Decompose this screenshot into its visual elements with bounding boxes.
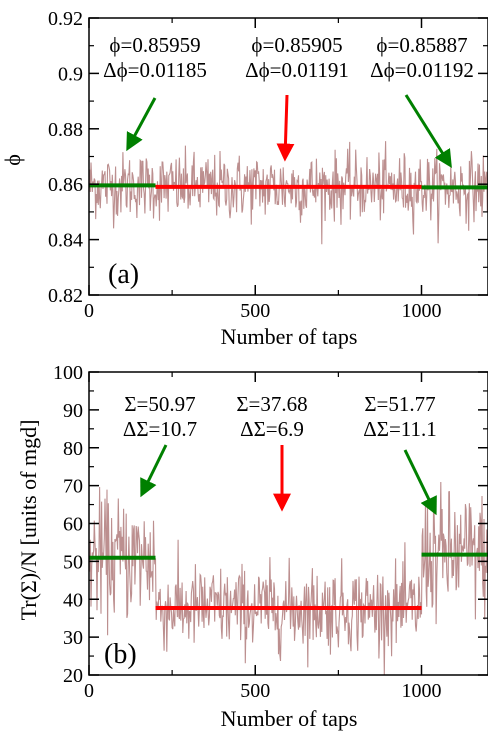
annotation-fluct: Δϕ=0.01185 (103, 58, 207, 82)
annotation-mean: ϕ=0.85905 (251, 33, 342, 57)
y-tick-label: 90 (63, 400, 83, 422)
x-tick-label: 1000 (402, 680, 442, 702)
data-series-line (89, 141, 488, 245)
x-tick-label: 0 (84, 680, 94, 702)
y-axis-label: ϕ (0, 154, 25, 166)
y-tick-label: 30 (63, 627, 83, 649)
y-tick-label: 60 (63, 514, 83, 536)
y-tick-label: 50 (63, 551, 83, 573)
y-tick-label: 70 (63, 476, 83, 498)
annotation-mean: Σ=50.97 (124, 392, 195, 416)
annotation-fluct: ΔΣ=10.7 (123, 417, 197, 441)
annotation-arrow (126, 97, 157, 152)
annotation-arrow (404, 94, 452, 169)
y-tick-label: 0.88 (48, 119, 83, 141)
x-tick-label: 500 (240, 680, 270, 702)
annotation-mean: ϕ=0.85887 (376, 33, 467, 57)
annotation-arrow (403, 449, 437, 516)
annotation-fluct: ΔΣ=11.1 (363, 417, 437, 441)
annotation-arrow (276, 94, 295, 162)
y-axis-label: Tr(Σ)/N [units of mgd] (16, 420, 41, 621)
x-tick-label: 500 (240, 300, 270, 322)
y-tick-label: 0.82 (48, 285, 83, 307)
annotation-fluct: ΔΣ=6.9 (240, 417, 304, 441)
y-tick-label: 20 (63, 665, 83, 687)
annotation-mean: ϕ=0.85959 (109, 33, 200, 57)
data-series-line (89, 481, 488, 675)
annotation-arrow (140, 444, 168, 498)
x-tick-label: 0 (84, 300, 94, 322)
annotation-fluct: Δϕ=0.01192 (370, 58, 474, 82)
panel-label: (a) (108, 259, 139, 290)
annotation-mean: Σ=51.77 (364, 392, 435, 416)
y-tick-label: 0.84 (48, 230, 83, 252)
x-axis-label: Number of taps (221, 706, 358, 731)
y-tick-label: 100 (53, 362, 83, 384)
x-axis-label: Number of taps (221, 324, 358, 349)
y-tick-label: 0.92 (48, 8, 83, 30)
panel-a: ϕ Number of taps (a) 0 500 1000 0.82 0.84 0.8… (0, 8, 488, 349)
y-tick-label: 0.86 (48, 174, 83, 196)
x-tick-label: 1000 (402, 300, 442, 322)
panel-b: Tr(Σ)/N [units of mgd] Number of taps (b… (16, 362, 488, 731)
panel-label: (b) (104, 639, 137, 670)
y-tick-label: 0.9 (58, 63, 83, 85)
annotation-mean: Σ=37.68 (236, 392, 307, 416)
y-tick-label: 40 (63, 589, 83, 611)
y-tick-label: 80 (63, 438, 83, 460)
annotation-fluct: Δϕ=0.01191 (245, 58, 349, 82)
